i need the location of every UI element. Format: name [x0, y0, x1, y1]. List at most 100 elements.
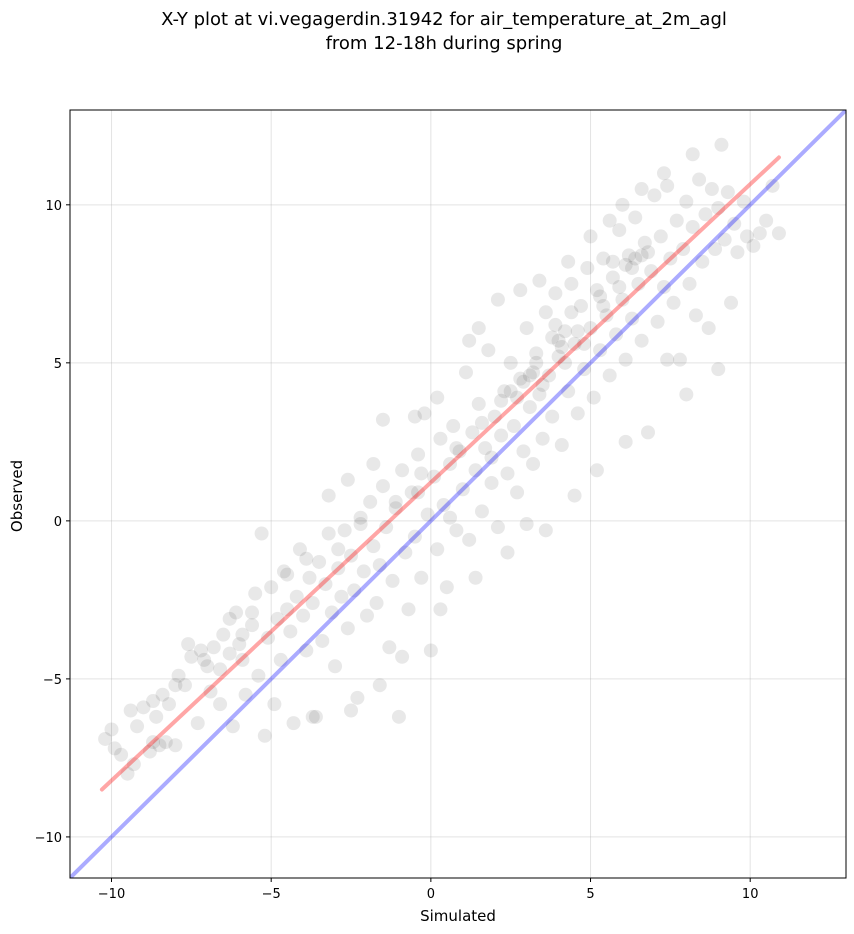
- scatter-point: [605, 270, 620, 285]
- scatter-point: [736, 194, 751, 209]
- scatter-point: [653, 229, 668, 244]
- scatter-point: [197, 652, 212, 667]
- scatter-point: [308, 709, 323, 724]
- scatter-point: [395, 463, 410, 478]
- scatter-point: [305, 709, 320, 724]
- scatter-point: [359, 608, 374, 623]
- scatter-point: [685, 147, 700, 162]
- scatter-point: [538, 305, 553, 320]
- scatter-point: [698, 207, 713, 222]
- scatter-point: [340, 472, 355, 487]
- y-tick-label: −10: [35, 831, 62, 846]
- scatter-point: [251, 668, 266, 683]
- scatter-point: [669, 213, 684, 228]
- scatter-point: [746, 238, 761, 253]
- scatter-point: [618, 257, 633, 272]
- scatter-point: [701, 321, 716, 336]
- scatter-point: [660, 178, 675, 193]
- scatter-point: [104, 722, 119, 737]
- scatter-point: [535, 377, 550, 392]
- scatter-point: [436, 498, 451, 513]
- scatter-point: [458, 365, 473, 380]
- identity-line: [70, 110, 846, 878]
- scatter-point: [401, 602, 416, 617]
- scatter-point: [123, 703, 138, 718]
- scatter-point: [692, 172, 707, 187]
- scatter-point: [586, 390, 601, 405]
- scatter-point: [656, 279, 671, 294]
- scatter-point: [142, 744, 157, 759]
- scatter-point: [213, 662, 228, 677]
- axis-ticks: −10 −5 0 5 10 −10 −5 0 5 10: [35, 199, 759, 902]
- scatter-point: [676, 242, 691, 257]
- x-tick-label: −10: [98, 887, 125, 902]
- scatter-point: [161, 697, 176, 712]
- scatter-point: [727, 216, 742, 231]
- scatter-point: [551, 349, 566, 364]
- scatter-point: [171, 668, 186, 683]
- y-tick-label: 5: [54, 357, 62, 372]
- scatter-point: [235, 627, 250, 642]
- scatter-point: [650, 314, 665, 329]
- scatter-point: [478, 441, 493, 456]
- scatter-point: [120, 766, 135, 781]
- x-tick-label: 10: [742, 887, 759, 902]
- scatter-point: [557, 355, 572, 370]
- scatter-point: [321, 526, 336, 541]
- scatter-point: [232, 637, 247, 652]
- scatter-point: [567, 488, 582, 503]
- scatter-point: [573, 298, 588, 313]
- scatter-point: [417, 406, 432, 421]
- scatter-point: [557, 324, 572, 339]
- scatter-point: [468, 463, 483, 478]
- scatter-point: [529, 346, 544, 361]
- scatter-point: [455, 482, 470, 497]
- scatter-point: [471, 321, 486, 336]
- scatter-point: [609, 327, 624, 342]
- scatter-point: [612, 223, 627, 238]
- scatter-point: [449, 441, 464, 456]
- y-axis-label: Observed: [8, 460, 26, 532]
- scatter-point: [356, 564, 371, 579]
- scatter-point: [276, 564, 291, 579]
- scatter-point: [625, 261, 640, 276]
- scatter-point: [296, 608, 311, 623]
- scatter-point: [522, 400, 537, 415]
- grid-lines: [70, 110, 846, 878]
- scatter-point: [264, 580, 279, 595]
- scatter-point: [206, 640, 221, 655]
- scatter-point: [379, 520, 394, 535]
- scatter-point: [621, 248, 636, 263]
- scatter-point: [577, 362, 592, 377]
- scatter-point: [190, 716, 205, 731]
- scatter-point: [570, 324, 585, 339]
- scatter-point: [107, 741, 122, 756]
- scatter-point: [682, 276, 697, 291]
- scatter-point: [337, 523, 352, 538]
- scatter-point: [245, 605, 260, 620]
- scatter-point: [270, 611, 285, 626]
- scatter-point: [430, 542, 445, 557]
- x-tick-label: 5: [586, 887, 594, 902]
- scatter-point: [395, 649, 410, 664]
- scatter-point: [385, 573, 400, 588]
- scatter-point: [260, 630, 275, 645]
- scatter-point: [216, 627, 231, 642]
- scatter-point: [564, 276, 579, 291]
- scatter-point: [245, 618, 260, 633]
- scatter-point: [149, 709, 164, 724]
- scatter-point: [331, 561, 346, 576]
- scatter-point: [602, 368, 617, 383]
- scatter-point: [423, 643, 438, 658]
- scatter-point: [615, 292, 630, 307]
- scatter-point: [126, 757, 141, 772]
- scatter-point: [430, 390, 445, 405]
- chart-title: X-Y plot at vi.vegagerdin.31942 for air_…: [0, 8, 854, 56]
- scatter-point: [146, 694, 161, 709]
- scatter-point: [200, 659, 215, 674]
- scatter-point: [184, 649, 199, 664]
- scatter-point: [315, 633, 330, 648]
- scatter-point: [347, 583, 362, 598]
- scatter-point: [331, 542, 346, 557]
- scatter-point: [535, 431, 550, 446]
